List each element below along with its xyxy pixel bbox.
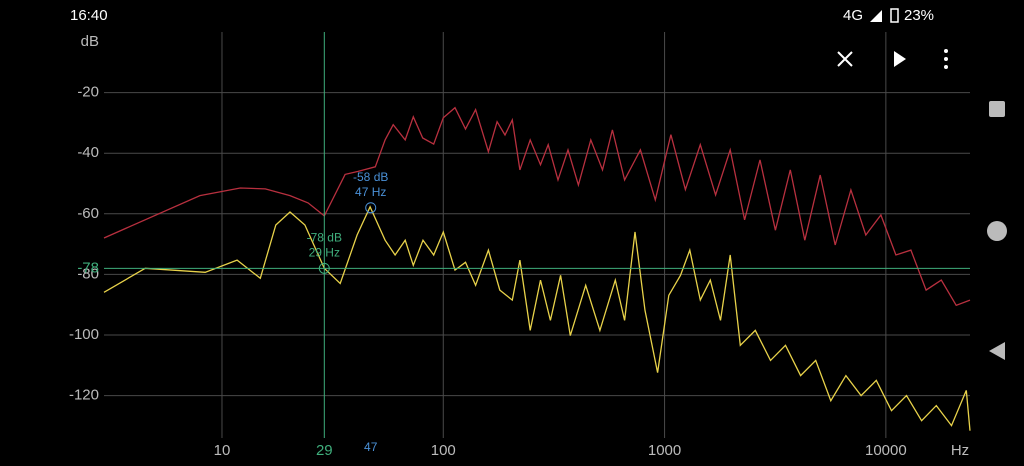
marker-label: 29 Hz bbox=[309, 246, 340, 260]
x-axis-label: Hz bbox=[951, 442, 969, 459]
x-tick-label: 100 bbox=[431, 442, 456, 459]
y-tick-label: -120 bbox=[69, 387, 99, 404]
y-tick-label: -80 bbox=[77, 265, 99, 282]
network: 4G bbox=[843, 7, 863, 24]
x-tick-label: 10000 bbox=[865, 442, 907, 459]
y-tick-label: -100 bbox=[69, 326, 99, 343]
close-button[interactable] bbox=[837, 51, 853, 67]
marker bbox=[318, 262, 330, 274]
spectrum-line bbox=[103, 106, 971, 307]
cursor-y-label: -78 bbox=[77, 259, 99, 276]
x-tick-label: 10 bbox=[214, 442, 231, 459]
y-tick-label: -60 bbox=[77, 205, 99, 222]
marker-label: -78 dB bbox=[307, 231, 342, 245]
marker-label: -58 dB bbox=[353, 170, 388, 184]
y-tick-label: -40 bbox=[77, 144, 99, 161]
battery: 23% bbox=[904, 7, 934, 24]
nav-back[interactable] bbox=[989, 342, 1005, 360]
x-tick-label: 1000 bbox=[648, 442, 681, 459]
nav-home[interactable] bbox=[987, 221, 1007, 241]
spectrum-line bbox=[103, 205, 971, 431]
nav-recents[interactable] bbox=[989, 101, 1005, 117]
play-button[interactable] bbox=[894, 51, 906, 67]
marker-x-label: 29 bbox=[316, 442, 333, 459]
battery-icon bbox=[890, 8, 899, 23]
signal-icon bbox=[870, 10, 882, 22]
marker bbox=[365, 202, 377, 214]
y-tick-label: -20 bbox=[77, 84, 99, 101]
marker-label: 47 Hz bbox=[355, 185, 386, 199]
clock: 16:40 bbox=[70, 7, 108, 24]
y-axis-label: dB bbox=[81, 33, 99, 50]
marker-x-label: 47 bbox=[364, 440, 378, 454]
menu-button[interactable] bbox=[944, 49, 948, 69]
